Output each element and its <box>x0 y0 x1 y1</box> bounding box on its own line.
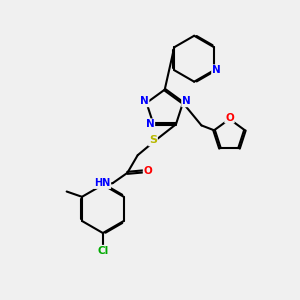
Text: Cl: Cl <box>97 246 109 256</box>
Text: O: O <box>225 112 234 123</box>
Text: N: N <box>140 96 148 106</box>
Text: O: O <box>144 167 152 176</box>
Text: N: N <box>146 119 154 129</box>
Text: N: N <box>182 96 191 106</box>
Text: HN: HN <box>94 178 110 188</box>
Text: S: S <box>149 136 157 146</box>
Text: N: N <box>212 65 221 75</box>
Text: H: H <box>103 179 110 188</box>
